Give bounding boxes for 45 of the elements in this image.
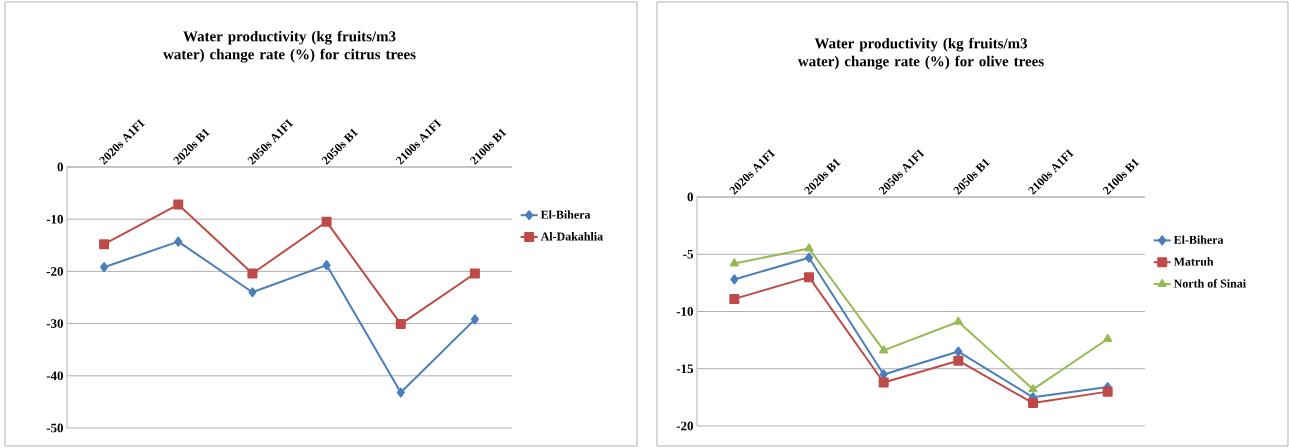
legend-label: Matruh bbox=[1173, 257, 1214, 266]
y-tick-label: 0 bbox=[57, 162, 63, 172]
point bbox=[396, 387, 405, 398]
legend-label: North of Sinai bbox=[1173, 279, 1246, 288]
point bbox=[729, 258, 739, 267]
y-tick-label: -40 bbox=[46, 371, 63, 381]
point bbox=[1103, 333, 1113, 342]
point bbox=[954, 346, 963, 357]
point bbox=[100, 262, 109, 273]
y-tick-label: -10 bbox=[46, 214, 63, 224]
point bbox=[321, 216, 332, 227]
y-tick-label: -20 bbox=[46, 267, 63, 276]
point bbox=[804, 272, 815, 283]
point bbox=[729, 293, 740, 304]
point bbox=[953, 355, 964, 366]
point bbox=[174, 236, 183, 247]
y-tick-label: -20 bbox=[676, 421, 693, 431]
point bbox=[1028, 384, 1038, 393]
point bbox=[469, 268, 480, 279]
point bbox=[1102, 386, 1113, 397]
point bbox=[247, 268, 258, 279]
y-tick-label: -30 bbox=[46, 319, 63, 328]
y-tick-label: 0 bbox=[687, 192, 693, 202]
point bbox=[730, 274, 739, 285]
point bbox=[248, 287, 257, 298]
point bbox=[953, 316, 963, 325]
point bbox=[173, 199, 184, 210]
point bbox=[395, 319, 406, 330]
point bbox=[805, 252, 814, 263]
y-tick-label: -10 bbox=[676, 307, 693, 316]
y-tick-label: -15 bbox=[676, 364, 694, 374]
point bbox=[879, 345, 889, 354]
chart-title: Water productivity (kg fruits/m3 water) change rate (%) for citrus trees bbox=[163, 30, 416, 63]
point bbox=[878, 377, 889, 388]
point bbox=[1028, 398, 1039, 409]
legend-label: El-Bihera bbox=[540, 210, 591, 219]
legend-label: El-Bihera bbox=[1173, 235, 1224, 244]
y-tick-label: -50 bbox=[46, 423, 63, 433]
point bbox=[804, 243, 814, 252]
legend-label: Al-Dakahlia bbox=[540, 232, 603, 241]
point bbox=[470, 314, 479, 325]
chart-title: Water productivity (kg fruits/m3 water) change rate (%) for olive trees bbox=[797, 37, 1044, 70]
point bbox=[322, 260, 331, 271]
point bbox=[99, 239, 110, 250]
y-tick-label: -5 bbox=[683, 249, 694, 259]
